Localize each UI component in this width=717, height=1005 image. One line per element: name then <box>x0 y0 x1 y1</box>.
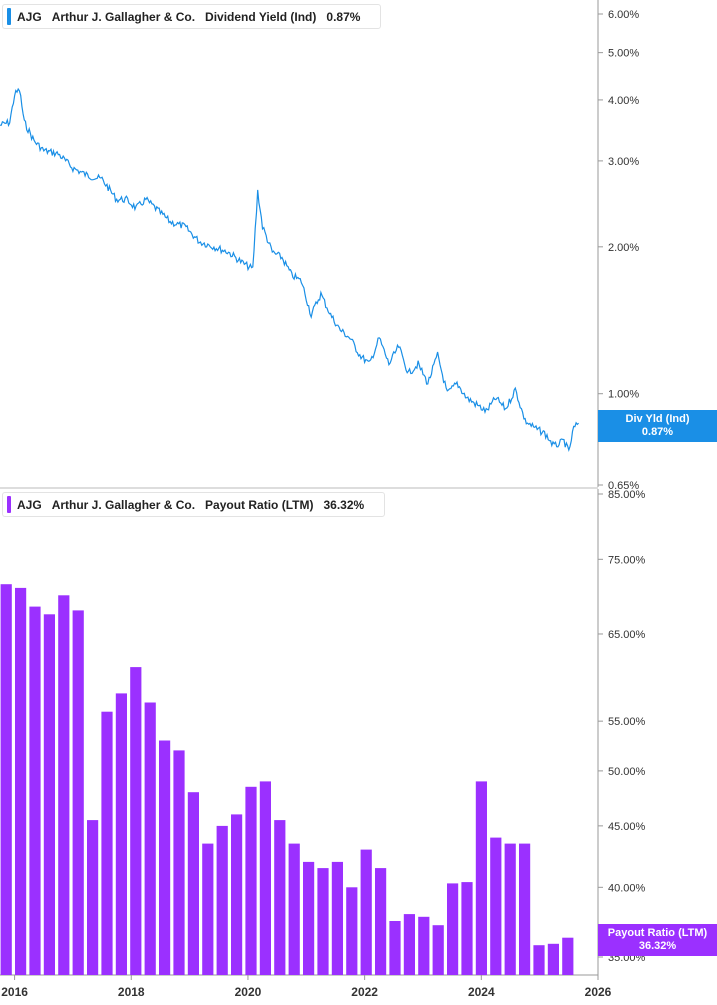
payout-bar <box>173 750 185 975</box>
legend-color-swatch <box>7 496 11 513</box>
y-tick-label: 55.00% <box>608 716 646 728</box>
payout-bar <box>187 792 199 975</box>
payout-bar <box>475 781 487 975</box>
payout-bar <box>216 825 228 975</box>
legend-company: Arthur J. Gallagher & Co. <box>51 497 196 512</box>
payout-bar <box>231 814 243 975</box>
y-tick-label: 5.00% <box>608 48 639 60</box>
dividend-yield-line <box>0 87 580 453</box>
payout-bar <box>389 921 401 975</box>
y-tick-label: 40.00% <box>608 882 646 894</box>
top-legend: AJG Arthur J. Gallagher & Co. Dividend Y… <box>2 4 382 29</box>
legend-value: 36.32% <box>323 497 365 512</box>
y-tick-label: 45.00% <box>608 821 646 833</box>
payout-bar <box>72 610 84 975</box>
payout-bar <box>159 740 171 975</box>
payout-bar <box>461 882 473 975</box>
y-tick-label: 1.00% <box>608 389 639 401</box>
y-tick-label: 65.00% <box>608 629 646 641</box>
payout-bar <box>504 843 516 975</box>
payout-bar <box>15 587 27 975</box>
legend-value: 0.87% <box>326 9 361 24</box>
badge-value: 36.32% <box>638 940 677 952</box>
payout-bar <box>130 667 142 975</box>
payout-bar <box>375 868 387 975</box>
top-y-axis: 6.00% 5.00% 4.00% 3.00% 2.00% 1.00% 0.65% <box>598 9 639 492</box>
payout-bar <box>562 937 574 975</box>
x-tick-label: 2026 <box>585 985 612 999</box>
payout-bar <box>533 945 545 975</box>
yield-value-badge: Div Yld (Ind) 0.87% <box>598 410 717 442</box>
payout-bar <box>29 606 41 975</box>
payout-bar <box>87 820 99 975</box>
payout-bar <box>0 584 12 975</box>
badge-value: 0.87% <box>641 426 674 438</box>
payout-bar <box>519 843 531 975</box>
badge-label: Payout Ratio (LTM) <box>607 927 708 939</box>
payout-bar <box>418 916 430 975</box>
y-tick-label: 85.00% <box>608 489 646 501</box>
payout-bar <box>317 868 329 975</box>
payout-bar <box>432 925 444 975</box>
payout-bar <box>101 711 113 975</box>
legend-ticker: AJG <box>17 9 42 24</box>
payout-bar <box>288 843 300 975</box>
payout-bar <box>115 693 127 975</box>
x-tick-label: 2018 <box>118 985 145 999</box>
legend-ticker: AJG <box>17 497 42 512</box>
legend-company: Arthur J. Gallagher & Co. <box>51 9 196 24</box>
x-tick-label: 2024 <box>468 985 495 999</box>
y-tick-label: 0.65% <box>608 480 639 492</box>
payout-bar <box>403 914 415 975</box>
payout-bar <box>259 781 271 975</box>
y-tick-label: 75.00% <box>608 554 646 566</box>
y-tick-label: 3.00% <box>608 156 639 168</box>
legend-metric: Payout Ratio (LTM) <box>205 497 314 512</box>
payout-bar <box>274 820 286 975</box>
payout-bar <box>144 702 156 975</box>
payout-bar <box>245 786 257 975</box>
y-tick-label: 4.00% <box>608 95 639 107</box>
payout-bar <box>58 595 70 975</box>
payout-ratio-bars <box>0 584 574 975</box>
payout-bar <box>346 887 358 975</box>
legend-metric: Dividend Yield (Ind) <box>205 9 317 24</box>
x-axis: 2016 2018 2020 2022 2024 2026 <box>1 975 612 999</box>
dividend-yield-plot <box>0 87 580 453</box>
x-tick-label: 2022 <box>351 985 378 999</box>
y-tick-label: 50.00% <box>608 766 646 778</box>
x-tick-label: 2020 <box>235 985 262 999</box>
payout-bar <box>547 943 559 975</box>
badge-label: Div Yld (Ind) <box>625 413 690 425</box>
y-tick-label: 6.00% <box>608 9 639 21</box>
payout-value-badge: Payout Ratio (LTM) 36.32% <box>598 924 717 956</box>
bottom-legend: AJG Arthur J. Gallagher & Co. Payout Rat… <box>2 492 386 517</box>
payout-bar <box>202 843 214 975</box>
legend-color-swatch <box>7 8 11 25</box>
x-tick-label: 2016 <box>1 985 28 999</box>
bottom-y-axis: 85.00% 75.00% 65.00% 55.00% 50.00% 45.00% 40.0… <box>598 489 646 964</box>
payout-bar <box>43 614 55 975</box>
payout-bar <box>331 861 343 975</box>
y-tick-label: 2.00% <box>608 242 639 254</box>
payout-bar <box>303 861 315 975</box>
payout-bar <box>447 883 459 975</box>
payout-bar <box>360 849 372 975</box>
payout-bar <box>490 837 502 975</box>
